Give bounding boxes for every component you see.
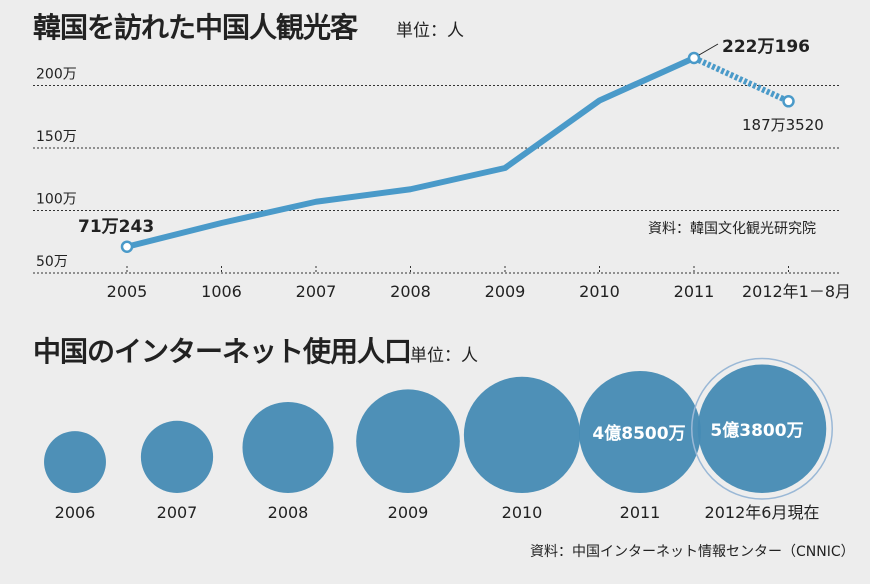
x-tick-label: 2008 <box>390 282 431 301</box>
bubble-chart-unit: 単位：人 <box>410 346 478 366</box>
bubble-year-label: 2011 <box>620 503 661 522</box>
bubble-halo <box>691 357 833 500</box>
data-label: 222万196 <box>722 37 810 57</box>
data-point <box>120 240 134 253</box>
x-tick-label: 2005 <box>107 282 148 301</box>
bubble-chart-title: 中国のインターネット使用人口 <box>33 335 412 368</box>
bubble <box>356 389 460 494</box>
series-line-projected <box>692 55 790 105</box>
y-tick-label: 50万 <box>36 254 68 270</box>
line-chart-title: 韓国を訪れた中国人観光客 <box>33 11 358 44</box>
bubble <box>697 364 827 493</box>
bubble <box>140 420 214 493</box>
x-tick-label: 2010 <box>579 282 620 301</box>
leader-line <box>698 43 719 56</box>
bubble <box>44 431 106 494</box>
y-tick-label: 200万 <box>36 67 77 83</box>
bubble-year-label: 2012年6月現在 <box>705 503 820 522</box>
x-tick-label: 2012年1－8月 <box>742 282 851 301</box>
line-chart-unit: 単位：人 <box>396 21 464 41</box>
data-point <box>687 51 701 65</box>
bubble-year-label: 2007 <box>157 503 198 522</box>
x-tick-label: 1006 <box>201 282 242 301</box>
data-label: 71万243 <box>78 217 154 237</box>
bubble-chart-source: 資料：中国インターネット情報センター（CNNIC） <box>530 544 855 560</box>
bubble-year-label: 2006 <box>55 503 96 522</box>
series-line <box>126 55 696 250</box>
bubble <box>463 376 581 493</box>
x-tick-label: 2011 <box>674 282 715 301</box>
bubble <box>242 401 334 494</box>
data-label: 187万3520 <box>742 116 824 134</box>
bubble-year-label: 2009 <box>388 503 429 522</box>
bubble-label: 4億8500万 <box>592 423 685 444</box>
x-tick-label: 2007 <box>296 282 337 301</box>
bubble <box>579 371 701 493</box>
y-tick-label: 150万 <box>36 129 77 145</box>
data-point <box>782 95 795 108</box>
bubble-label: 5億3800万 <box>710 420 803 441</box>
x-tick-label: 2009 <box>485 282 526 301</box>
y-tick-label: 100万 <box>36 192 77 208</box>
bubble-year-label: 2008 <box>268 503 309 522</box>
bubble-year-label: 2010 <box>502 503 543 522</box>
line-chart-source: 資料：韓国文化観光研究院 <box>648 221 816 237</box>
